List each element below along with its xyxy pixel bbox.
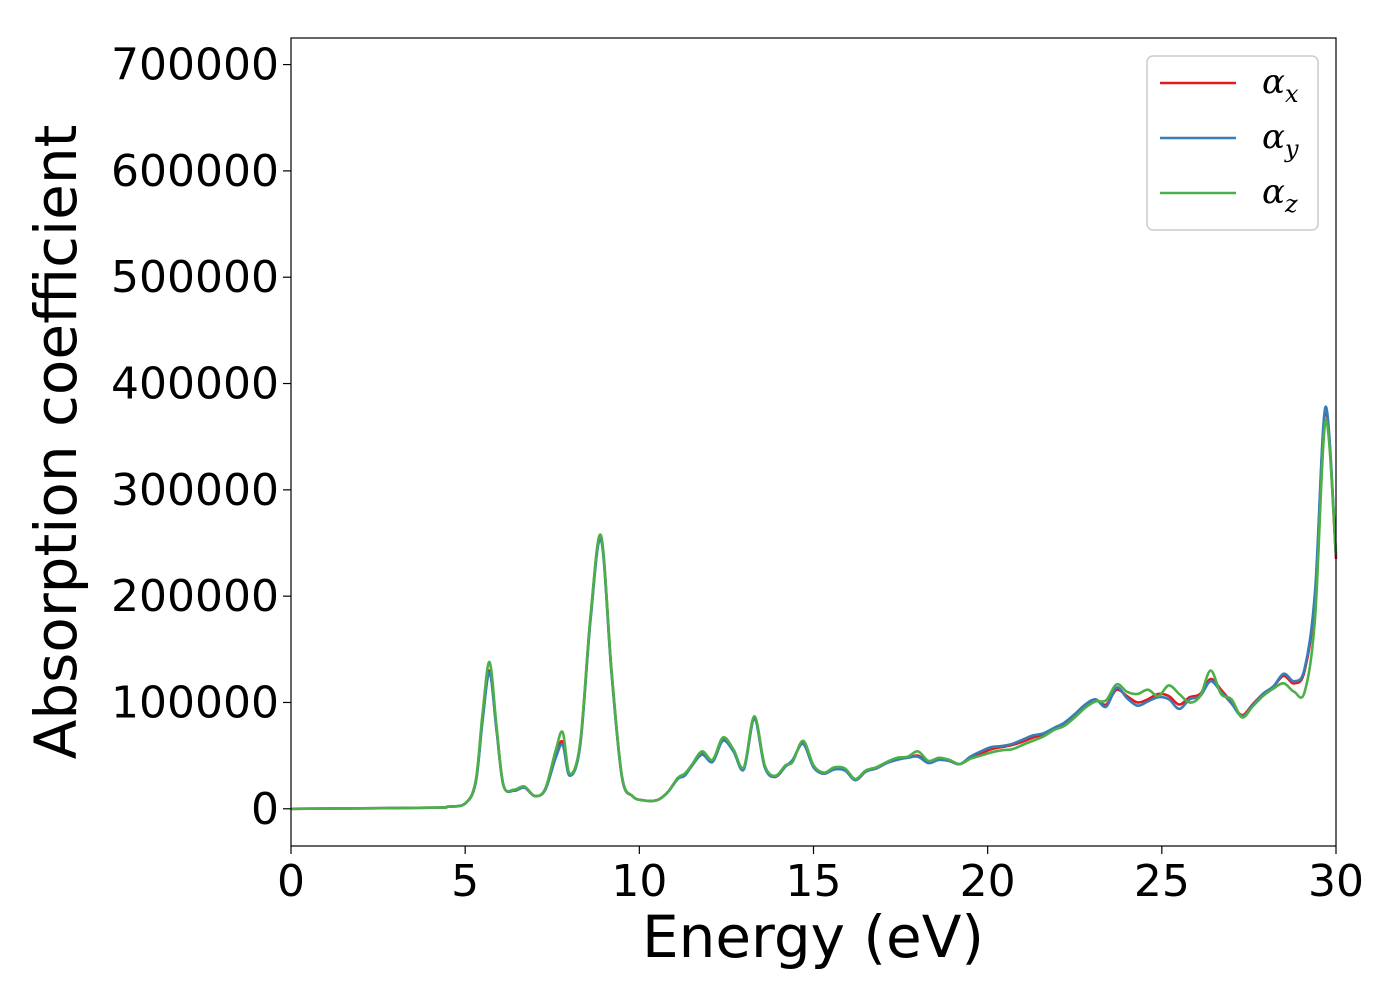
legend-subscript: z	[1284, 190, 1298, 218]
x-tick-label: 20	[960, 856, 1016, 907]
y-tick-label: 700000	[111, 40, 279, 91]
y-tick-label: 600000	[111, 146, 279, 197]
series-line-z	[290, 419, 1338, 811]
y-tick-label: 400000	[111, 359, 279, 410]
y-tick-label: 200000	[111, 571, 279, 622]
x-tick-label: 25	[1134, 856, 1190, 907]
x-tick-label: 5	[451, 856, 479, 907]
x-axis: 0 5 10 15 20 25 30	[277, 846, 1364, 907]
legend-box	[1146, 55, 1319, 231]
x-tick-label: 30	[1308, 856, 1364, 907]
x-tick-label: 0	[277, 856, 305, 907]
y-axis: 0 100000 200000 300000 400000 500000 600000 700…	[111, 40, 291, 835]
legend-label-y: αy	[1262, 117, 1299, 163]
x-tick-label: 10	[611, 856, 667, 907]
x-axis-title: Energy (eV)	[642, 903, 984, 971]
y-axis-title: Absorption coefficient	[22, 125, 90, 760]
y-tick-label: 300000	[111, 465, 279, 516]
series-layer	[290, 405, 1338, 811]
legend-subscript: y	[1284, 135, 1299, 163]
y-tick-label: 0	[251, 784, 279, 835]
x-tick-label: 15	[786, 856, 842, 907]
y-tick-label: 100000	[111, 677, 279, 728]
legend-subscript: x	[1285, 80, 1299, 108]
y-tick-label: 500000	[111, 252, 279, 303]
